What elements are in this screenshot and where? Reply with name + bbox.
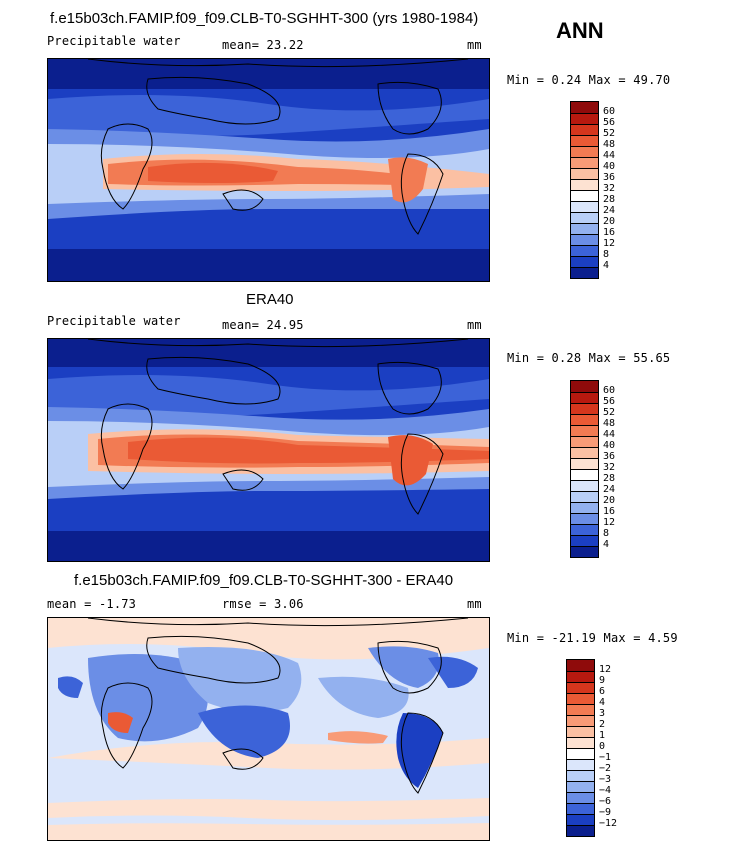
colorbar-label: 24 xyxy=(603,205,616,216)
colorbar-label: 6 xyxy=(599,686,606,697)
colorbar-label: 2 xyxy=(599,719,606,730)
variable-label: Precipitable water xyxy=(47,314,181,328)
mean-label: mean = -1.73 xyxy=(47,597,137,611)
colorbar-label: 8 xyxy=(603,249,610,260)
colorbar xyxy=(566,659,595,837)
colorbar-label: 36 xyxy=(603,451,616,462)
colorbar-label: 56 xyxy=(603,396,616,407)
minmax-label: Min = 0.28 Max = 55.65 xyxy=(507,351,671,365)
panel-title: f.e15b03ch.FAMIP.f09_f09.CLB-T0-SGHHT-30… xyxy=(50,10,479,27)
colorbar xyxy=(570,101,599,279)
map-canvas xyxy=(48,59,489,281)
colorbar-label: 4 xyxy=(599,697,606,708)
colorbar-label: 16 xyxy=(603,506,616,517)
colorbar-label: 60 xyxy=(603,385,616,396)
colorbar-label: 44 xyxy=(603,429,616,440)
colorbar-label: 3 xyxy=(599,708,606,719)
panel-title: f.e15b03ch.FAMIP.f09_f09.CLB-T0-SGHHT-30… xyxy=(74,572,454,589)
colorbar xyxy=(570,380,599,558)
colorbar-label: 36 xyxy=(603,172,616,183)
colorbar-label: 24 xyxy=(603,484,616,495)
colorbar-label: 40 xyxy=(603,161,616,172)
units-label: mm xyxy=(467,597,482,611)
mean-label: mean= 23.22 xyxy=(222,38,304,52)
units-label: mm xyxy=(467,318,482,332)
colorbar-label: 20 xyxy=(603,216,616,227)
colorbar-label: 0 xyxy=(599,741,606,752)
colorbar-label: 52 xyxy=(603,128,616,139)
colorbar-label: 20 xyxy=(603,495,616,506)
colorbar-label: 12 xyxy=(603,238,616,249)
colorbar-label: −4 xyxy=(599,785,612,796)
colorbar-label: 44 xyxy=(603,150,616,161)
rmse-label: rmse = 3.06 xyxy=(222,597,304,611)
colorbar-label: 32 xyxy=(603,183,616,194)
units-label: mm xyxy=(467,38,482,52)
colorbar-label: −3 xyxy=(599,774,612,785)
colorbar-label: −12 xyxy=(599,818,618,829)
colorbar-label: 16 xyxy=(603,227,616,238)
precipitable-water-map xyxy=(47,338,490,562)
colorbar-label: 32 xyxy=(603,462,616,473)
colorbar-label: 60 xyxy=(603,106,616,117)
colorbar-label: 9 xyxy=(599,675,606,686)
colorbar-label: −9 xyxy=(599,807,612,818)
map-canvas xyxy=(48,618,489,840)
panel-title: ERA40 xyxy=(246,291,294,308)
minmax-label: Min = -21.19 Max = 4.59 xyxy=(507,631,678,645)
colorbar-label: 48 xyxy=(603,139,616,150)
minmax-label: Min = 0.24 Max = 49.70 xyxy=(507,73,671,87)
colorbar-label: 56 xyxy=(603,117,616,128)
colorbar-label: −2 xyxy=(599,763,612,774)
season-label: ANN xyxy=(556,18,604,43)
colorbar-label: 4 xyxy=(603,260,610,271)
colorbar-label: 8 xyxy=(603,528,610,539)
colorbar-label: −6 xyxy=(599,796,612,807)
colorbar-label: 12 xyxy=(603,517,616,528)
colorbar-label: 52 xyxy=(603,407,616,418)
colorbar-label: 1 xyxy=(599,730,606,741)
colorbar-label: 48 xyxy=(603,418,616,429)
precipitable-water-map xyxy=(47,58,490,282)
colorbar-label: −1 xyxy=(599,752,612,763)
colorbar-label: 40 xyxy=(603,440,616,451)
variable-label: Precipitable water xyxy=(47,34,181,48)
colorbar-label: 28 xyxy=(603,473,616,484)
colorbar-label: 28 xyxy=(603,194,616,205)
map-canvas xyxy=(48,339,489,561)
colorbar-label: 12 xyxy=(599,664,612,675)
colorbar-label: 4 xyxy=(603,539,610,550)
mean-label: mean= 24.95 xyxy=(222,318,304,332)
difference-map xyxy=(47,617,490,841)
